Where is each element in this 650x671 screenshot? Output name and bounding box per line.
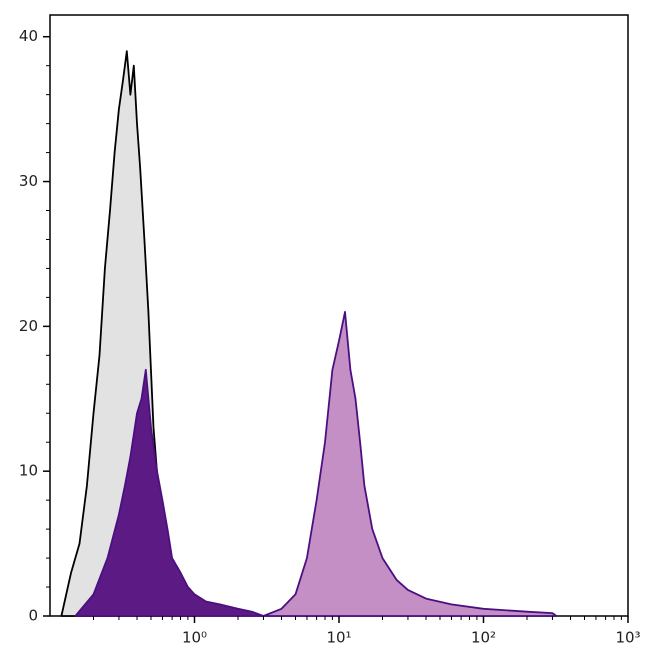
y-tick-label: 40 xyxy=(19,27,38,45)
y-tick-label: 30 xyxy=(19,172,38,190)
y-tick-label: 10 xyxy=(19,462,38,480)
x-tick-label: 10⁰ xyxy=(182,629,207,647)
x-tick-label: 10¹ xyxy=(326,629,351,647)
histogram-area xyxy=(74,368,265,617)
histogram-area xyxy=(262,311,558,617)
x-tick-label: 10² xyxy=(471,629,496,647)
y-tick-label: 0 xyxy=(28,607,38,625)
y-tick-label: 20 xyxy=(19,317,38,335)
x-tick-label: 10³ xyxy=(615,629,640,647)
